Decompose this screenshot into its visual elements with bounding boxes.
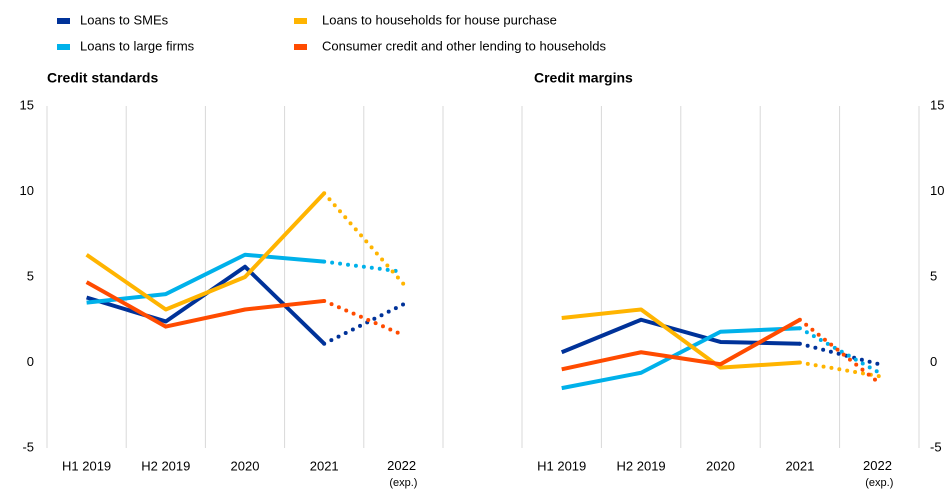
line (85, 191, 326, 312)
y-tick-label: 0 (27, 354, 34, 369)
x-tick-label: H1 2019 (62, 458, 111, 473)
legend-swatch (294, 18, 307, 24)
legend-label: Loans to households for house purchase (322, 12, 557, 27)
x-tick-label: 2020 (231, 458, 260, 473)
y-tick-label: 10 (20, 183, 34, 198)
y-tick-label: 15 (20, 97, 34, 112)
x-tick-label: H2 2019 (617, 458, 666, 473)
x-tick-label: 2021 (785, 458, 814, 473)
x-tick-label: 2020 (706, 458, 735, 473)
x-tick-label: H2 2019 (141, 458, 190, 473)
y-tick-label: 15 (930, 97, 944, 112)
y-tick-label: 5 (930, 268, 937, 283)
y-tick-label: -5 (930, 439, 942, 454)
x-tick-label: 2021 (310, 458, 339, 473)
line-projection (797, 317, 882, 386)
line-projection (322, 298, 406, 338)
x-tick-label: 2022 (exp.) (387, 458, 420, 488)
y-tick-label: 10 (930, 183, 944, 198)
legend-swatch (294, 44, 307, 50)
y-tick-label: -5 (22, 439, 34, 454)
legend-label: Consumer credit and other lending to hou… (322, 38, 607, 53)
panel-title: Credit standards (47, 70, 158, 86)
x-tick-label: 2022 (exp.) (863, 458, 896, 488)
line (86, 252, 325, 305)
line (85, 280, 325, 329)
y-tick-label: 5 (27, 268, 34, 283)
line (561, 318, 801, 372)
line (561, 326, 800, 391)
line-projection (322, 259, 406, 274)
panel-title: Credit margins (534, 70, 633, 86)
legend-swatch (57, 44, 70, 50)
x-tick-label: H1 2019 (537, 458, 586, 473)
legend-label: Loans to large firms (80, 38, 195, 53)
line (561, 307, 801, 370)
line-projection (797, 360, 882, 379)
line-projection (797, 341, 882, 367)
y-tick-label: 0 (930, 354, 937, 369)
legend-swatch (57, 18, 70, 24)
legend-label: Loans to SMEs (80, 12, 169, 27)
line-projection (322, 302, 406, 346)
line-projection (797, 326, 882, 375)
